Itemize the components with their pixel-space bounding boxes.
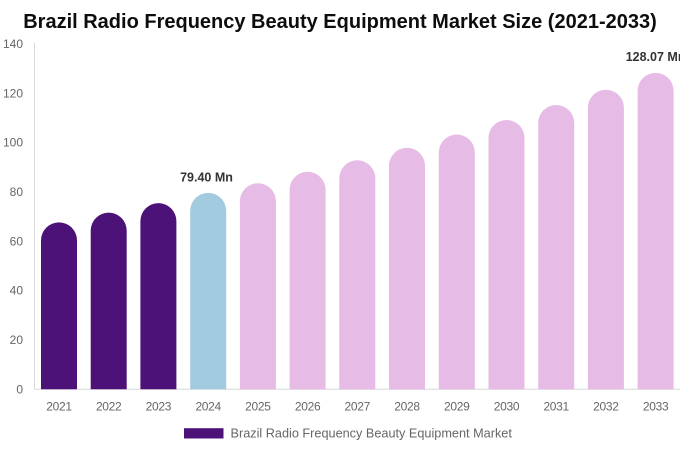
svg-text:2025: 2025 bbox=[245, 400, 271, 414]
svg-text:2031: 2031 bbox=[543, 400, 569, 414]
svg-text:Brazil Radio Frequency Beauty: Brazil Radio Frequency Beauty Equipment … bbox=[231, 427, 513, 441]
svg-text:40: 40 bbox=[10, 284, 24, 298]
svg-text:2023: 2023 bbox=[146, 400, 172, 414]
svg-text:60: 60 bbox=[10, 234, 24, 248]
svg-text:2021: 2021 bbox=[46, 400, 72, 414]
svg-text:100: 100 bbox=[3, 136, 23, 150]
svg-text:20: 20 bbox=[10, 333, 24, 347]
svg-text:2029: 2029 bbox=[444, 400, 470, 414]
svg-text:Brazil Radio Frequency Beauty: Brazil Radio Frequency Beauty Equipment … bbox=[23, 11, 657, 33]
svg-text:2027: 2027 bbox=[345, 400, 371, 414]
svg-text:140: 140 bbox=[3, 37, 23, 51]
svg-text:2024: 2024 bbox=[195, 400, 221, 414]
svg-text:128.07 Mn: 128.07 Mn bbox=[626, 50, 680, 64]
svg-text:2022: 2022 bbox=[96, 400, 122, 414]
svg-text:2033: 2033 bbox=[643, 400, 669, 414]
svg-text:2030: 2030 bbox=[494, 400, 520, 414]
svg-text:2026: 2026 bbox=[295, 400, 321, 414]
svg-text:80: 80 bbox=[10, 185, 24, 199]
svg-text:2032: 2032 bbox=[593, 400, 619, 414]
svg-text:0: 0 bbox=[16, 382, 23, 396]
svg-text:79.40 Mn: 79.40 Mn bbox=[180, 171, 233, 185]
svg-text:120: 120 bbox=[3, 86, 23, 100]
svg-text:2028: 2028 bbox=[394, 400, 420, 414]
